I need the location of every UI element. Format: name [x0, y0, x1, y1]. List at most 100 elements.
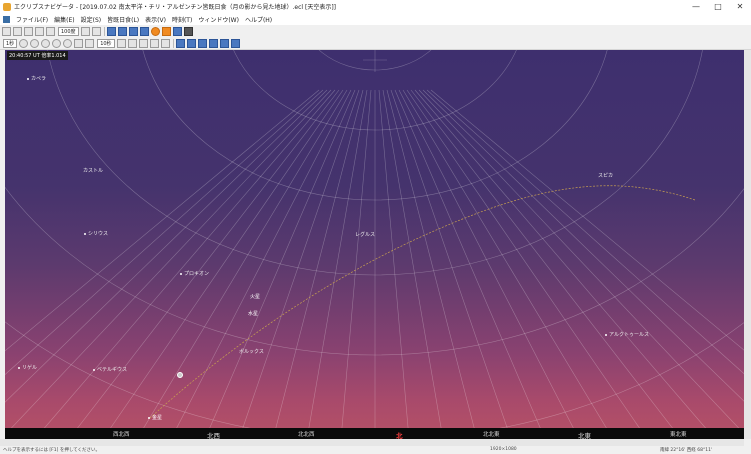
direction-nne: 北北東	[483, 432, 500, 438]
azimuth-line	[402, 89, 614, 439]
altitude-line	[142, 50, 608, 201]
azimuth-line	[414, 89, 716, 439]
play-icon[interactable]	[52, 38, 62, 48]
sky-view-icon[interactable]	[106, 26, 116, 36]
zoom-out-icon[interactable]	[91, 26, 101, 36]
forward-fast-icon[interactable]	[63, 38, 73, 48]
step-icon[interactable]	[74, 38, 84, 48]
interval-select[interactable]: 10秒	[97, 38, 115, 48]
toolbar-separator	[103, 26, 105, 36]
star-capella[interactable]: カペラ	[27, 75, 46, 82]
altitude-line	[318, 50, 432, 71]
planet-mars[interactable]: 火星	[250, 294, 261, 300]
azimuth-line	[390, 89, 512, 439]
azimuth-line	[410, 89, 682, 439]
sky-grid	[5, 50, 744, 439]
status-bar: ヘルプを表示するには [F1] を押してください。 1920×1080 南緯 2…	[0, 446, 751, 454]
altitude-line	[47, 50, 703, 276]
magnify-plus-icon[interactable]	[116, 38, 126, 48]
star-procyon[interactable]: プロキオン	[180, 270, 209, 277]
menu-eclipse[interactable]: 皆既日食(L)	[107, 16, 140, 24]
planet-icon[interactable]	[230, 38, 240, 48]
azimuth-line	[430, 89, 744, 351]
moon-icon[interactable]	[177, 372, 183, 378]
horizontal-scrollbar[interactable]	[0, 439, 744, 446]
open-folder-icon[interactable]	[13, 26, 22, 36]
ecliptic-line	[149, 185, 696, 419]
diamond-right-icon[interactable]	[149, 38, 159, 48]
azimuth-line	[340, 89, 372, 439]
azimuth-line	[406, 89, 648, 439]
direction-wnw: 西北西	[113, 432, 130, 438]
altitude-line	[5, 186, 744, 356]
speed-select[interactable]: 1秒	[3, 38, 18, 48]
azimuth-line	[398, 89, 580, 439]
planet-venus[interactable]: 金星	[148, 414, 162, 421]
sky-view[interactable]: 20:40:57 UT 倍率1.014 カペラ カストル シリウス プロキオン …	[5, 50, 744, 439]
magnify-minus-icon[interactable]	[127, 38, 137, 48]
constellation-icon[interactable]	[175, 38, 185, 48]
help-icon[interactable]	[46, 26, 55, 36]
menu-file[interactable]: ファイル(F)	[16, 16, 49, 24]
azimuth-line	[386, 89, 478, 439]
diamond-left-icon[interactable]	[138, 38, 148, 48]
horizon-icon[interactable]	[197, 38, 207, 48]
menu-view[interactable]: 表示(V)	[145, 16, 166, 24]
document-icon[interactable]	[3, 15, 10, 23]
print-icon[interactable]	[35, 26, 44, 36]
camera-icon[interactable]	[183, 26, 193, 36]
toolbar-time: 1秒 10秒	[0, 37, 751, 50]
status-resolution: 1920×1080	[490, 447, 517, 452]
star-spica[interactable]: スピカ	[598, 173, 614, 179]
stop-icon[interactable]	[41, 38, 51, 48]
clock-icon[interactable]	[85, 38, 95, 48]
azimuth-line	[5, 89, 328, 403]
azimuth-line	[5, 89, 324, 375]
star-pollux[interactable]: ポルックス	[239, 349, 264, 355]
title-bar: エクリプスナビゲータ - [2019.07.02 南太平洋・チリ・アルゼンチン皆…	[0, 0, 751, 13]
eclipse-icon[interactable]	[161, 26, 171, 36]
rewind-icon[interactable]	[30, 38, 40, 48]
direction-ne: 北東	[578, 432, 591, 439]
minimize-button[interactable]: —	[692, 2, 700, 11]
earth-view-icon[interactable]	[139, 26, 149, 36]
star-sirius[interactable]: シリウス	[84, 230, 108, 237]
grid-icon[interactable]	[117, 26, 127, 36]
azimuth-line	[306, 89, 368, 439]
toolbar-separator	[172, 38, 174, 48]
azimuth-line	[272, 89, 364, 439]
sun-icon[interactable]	[150, 26, 160, 36]
azimuth-line	[238, 89, 360, 439]
zoom-in-icon[interactable]	[80, 26, 90, 36]
maximize-button[interactable]: □	[714, 2, 722, 11]
zoom-select[interactable]: 100度	[58, 26, 79, 36]
azimuth-line	[170, 89, 352, 439]
azimuth-line	[422, 89, 744, 402]
star-kastor[interactable]: カストル	[83, 168, 104, 174]
direction-nw: 北西	[207, 432, 220, 439]
menu-window[interactable]: ウィンドウ(W)	[198, 16, 239, 24]
star-label-icon[interactable]	[186, 38, 196, 48]
menu-settings[interactable]: 設定(S)	[80, 16, 102, 24]
save-icon[interactable]	[24, 26, 33, 36]
menu-edit[interactable]: 編集(E)	[54, 16, 75, 24]
planet-mercury[interactable]: 水星	[248, 311, 259, 317]
menu-help[interactable]: ヘルプ(H)	[244, 16, 273, 24]
window-icon[interactable]	[172, 26, 182, 36]
ecliptic-icon[interactable]	[219, 38, 229, 48]
equator-icon[interactable]	[208, 38, 218, 48]
moon-phase-icon[interactable]	[160, 38, 170, 48]
vertical-scrollbar[interactable]	[744, 50, 751, 439]
star-arcturus[interactable]: アルクトゥールス	[605, 331, 649, 338]
menu-time[interactable]: 時刻(T)	[171, 16, 193, 24]
direction-nnw: 北北西	[298, 432, 315, 438]
new-file-icon[interactable]	[2, 26, 11, 36]
close-button[interactable]: ✕	[736, 2, 744, 11]
star-regulus[interactable]: レグルス	[355, 232, 376, 238]
map-view-icon[interactable]	[128, 26, 138, 36]
star-betelgeuse[interactable]: ベテルギウス	[93, 366, 127, 373]
time-readout: 20:40:57 UT 倍率1.014	[7, 51, 68, 60]
rewind-fast-icon[interactable]	[19, 38, 29, 48]
horizon-ground	[5, 428, 744, 439]
star-rigel[interactable]: リゲル	[18, 364, 37, 371]
